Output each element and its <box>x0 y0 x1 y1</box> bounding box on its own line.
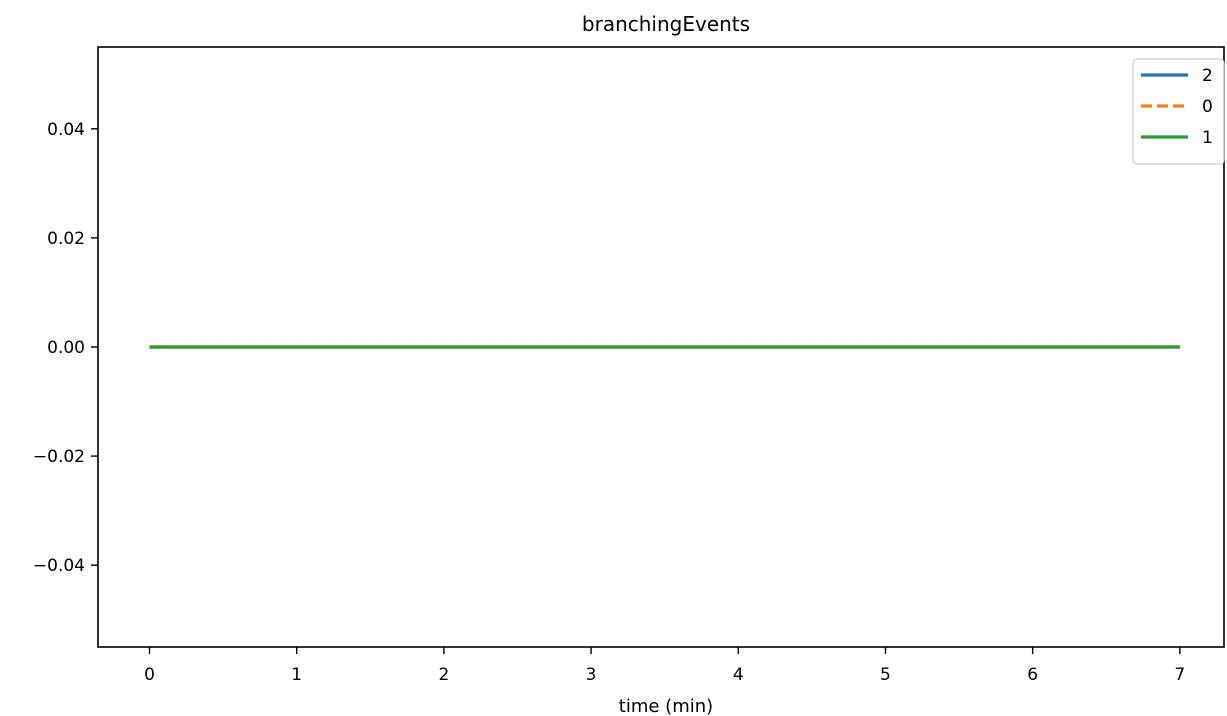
y-axis: 0.04 0.02 0.00 −0.02 −0.04 <box>33 120 98 576</box>
legend-label: 2 <box>1202 66 1213 86</box>
x-tick-label: 5 <box>880 665 891 685</box>
x-tick-label: 7 <box>1174 665 1185 685</box>
legend-label: 1 <box>1202 128 1213 148</box>
x-tick-label: 4 <box>733 665 744 685</box>
x-tick-label: 6 <box>1027 665 1038 685</box>
y-tick-label: −0.02 <box>33 447 85 467</box>
legend: 2 0 1 <box>1133 59 1224 164</box>
y-tick-label: 0.04 <box>47 120 85 140</box>
legend-label: 0 <box>1202 97 1213 117</box>
x-tick-label: 1 <box>291 665 302 685</box>
x-axis-label: time (min) <box>619 696 713 716</box>
x-tick-label: 3 <box>586 665 597 685</box>
y-tick-label: 0.00 <box>47 338 85 358</box>
x-tick-label: 0 <box>144 665 155 685</box>
x-tick-label: 2 <box>438 665 449 685</box>
x-axis: 0 1 2 3 4 5 6 7 <box>144 647 1185 685</box>
y-tick-label: −0.04 <box>33 556 85 576</box>
chart-title: branchingEvents <box>582 12 750 36</box>
y-tick-label: 0.02 <box>47 229 85 249</box>
